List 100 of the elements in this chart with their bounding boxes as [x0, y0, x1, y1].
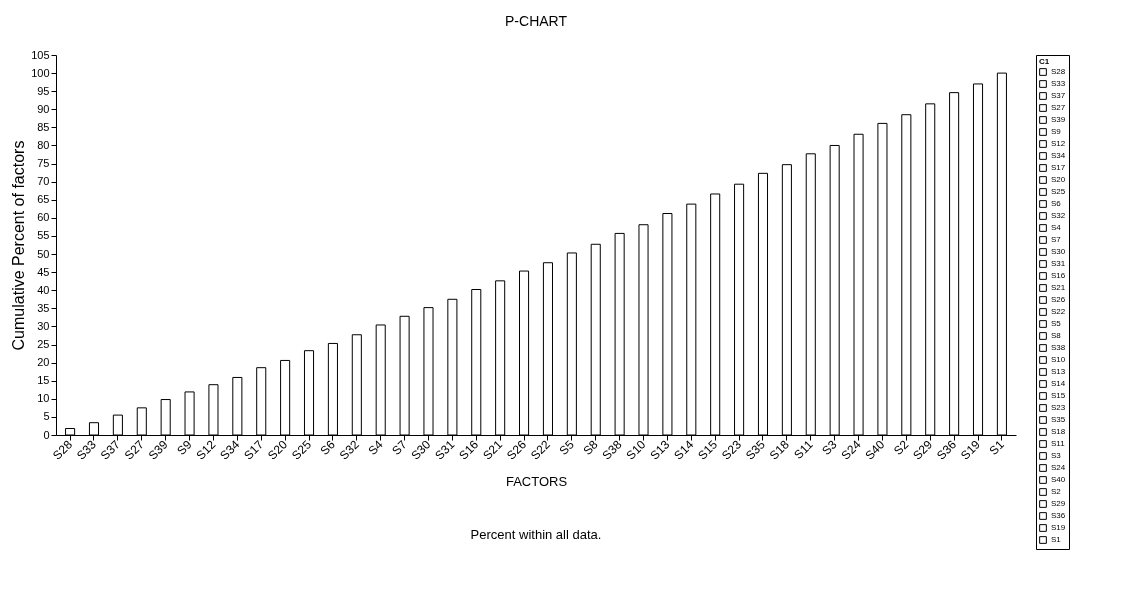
category-label: S21 [1051, 283, 1066, 292]
x-tick-label: S6 [317, 437, 339, 458]
category-label: S1 [1051, 535, 1061, 544]
x-tick-label: S8 [580, 437, 601, 458]
category-label: S18 [1051, 427, 1066, 436]
category-label: S8 [1051, 331, 1061, 340]
x-tick-label: S23 [719, 437, 745, 463]
category-label: S40 [1051, 475, 1066, 484]
x-tick-label: S29 [910, 437, 936, 463]
category-label: S15 [1051, 391, 1066, 400]
x-tick-label: S24 [838, 437, 864, 463]
x-tick-label: S15 [695, 437, 721, 463]
y-tick-label: 25 [37, 338, 50, 351]
x-tick-label: S20 [265, 437, 291, 463]
category-label: S16 [1051, 271, 1066, 280]
category-label: S32 [1051, 211, 1066, 220]
y-tick-label: 80 [37, 138, 50, 151]
category-label: S12 [1051, 139, 1066, 148]
category-label: S27 [1051, 103, 1066, 112]
category-label: S10 [1051, 355, 1066, 364]
chart-title: P-CHART [505, 13, 568, 29]
x-tick-label: S16 [456, 437, 482, 463]
category-label: S9 [1051, 127, 1061, 136]
y-tick-label: 30 [37, 319, 50, 332]
x-tick-label: S5 [556, 437, 578, 458]
x-tick-label: S11 [791, 437, 816, 462]
category-label: S26 [1051, 295, 1066, 304]
y-tick-label: 5 [43, 410, 50, 423]
x-tick-label: S12 [193, 437, 219, 463]
x-tick-label: S1 [986, 437, 1008, 458]
x-tick-label: S36 [934, 437, 960, 463]
category-label: S4 [1051, 223, 1061, 232]
y-tick-label: 105 [31, 48, 50, 61]
y-tick-label: 95 [37, 84, 50, 97]
category-label: S6 [1051, 199, 1061, 208]
y-tick-label: 50 [37, 247, 50, 260]
category-label: S13 [1051, 367, 1066, 376]
x-tick-label: S7 [389, 437, 410, 458]
x-axis-title: FACTORS [505, 473, 568, 489]
y-tick-label: 75 [37, 157, 50, 170]
category-label: S35 [1051, 415, 1066, 424]
x-tick-label: S33 [73, 437, 100, 463]
category-label: S19 [1051, 523, 1066, 532]
x-tick-label: S2 [891, 437, 912, 458]
category-label: S14 [1051, 379, 1066, 388]
x-tick-label: S31 [432, 437, 458, 463]
category-label: S23 [1051, 403, 1066, 412]
category-label: S29 [1051, 499, 1066, 508]
x-tick-label: S21 [480, 437, 506, 463]
text: Percent within all data. [470, 527, 602, 542]
y-tick-label: 70 [37, 175, 50, 188]
x-tick-label: S9 [174, 437, 195, 458]
y-axis-title: Cumulative Percent of factors [10, 140, 28, 351]
x-tick-label: S4 [365, 437, 386, 458]
category-label: S36 [1051, 511, 1066, 520]
y-tick-label: 45 [37, 265, 50, 278]
x-tick-label: S38 [599, 437, 625, 463]
category-label: S22 [1051, 307, 1066, 316]
category-label: S38 [1051, 343, 1066, 352]
category-label: S20 [1051, 175, 1066, 184]
category-label: S17 [1051, 163, 1066, 172]
x-tick-label: S28 [50, 437, 76, 463]
x-tick-label: S19 [957, 437, 984, 463]
y-tick-label: 100 [31, 66, 50, 79]
x-tick-label: S25 [288, 437, 315, 463]
x-tick-label: S37 [97, 437, 124, 463]
x-tick-label: S39 [145, 437, 171, 463]
y-tick-label: 60 [37, 211, 50, 224]
category-label: S7 [1051, 235, 1061, 244]
y-tick-label: 35 [37, 301, 50, 314]
y-tick-label: 65 [37, 193, 50, 206]
y-tick-label: 20 [37, 356, 50, 369]
category-label: S25 [1051, 187, 1066, 196]
category-label: S24 [1051, 463, 1066, 472]
y-tick-label: 10 [37, 392, 50, 405]
category-label: S34 [1051, 151, 1066, 160]
x-tick-label: S34 [217, 437, 243, 463]
x-tick-label: S10 [623, 437, 649, 463]
x-tick-label: S27 [121, 437, 147, 463]
x-tick-label: S26 [504, 437, 530, 463]
y-tick-label: 90 [37, 102, 50, 115]
x-tick-label: S18 [766, 437, 793, 463]
category-label: S39 [1051, 115, 1066, 124]
category-label: S5 [1051, 319, 1061, 328]
x-tick-label: S17 [241, 437, 267, 463]
y-tick-label: 40 [37, 283, 50, 296]
x-tick-label: S35 [742, 437, 769, 463]
y-tick-label: 15 [37, 374, 50, 387]
x-tick-label: S3 [819, 437, 840, 458]
x-tick-label: S32 [336, 437, 362, 463]
category-label: S28 [1051, 67, 1066, 76]
x-tick-label: S30 [408, 437, 434, 463]
x-tick-label: S13 [647, 437, 673, 463]
y-tick-label: 85 [37, 120, 50, 133]
category-label: S33 [1051, 79, 1066, 88]
y-tick-label: 55 [37, 229, 50, 242]
legend-title: C1 [1039, 57, 1050, 66]
category-label: S2 [1051, 487, 1061, 496]
category-label: S30 [1051, 247, 1066, 256]
x-tick-label: S14 [671, 437, 697, 463]
